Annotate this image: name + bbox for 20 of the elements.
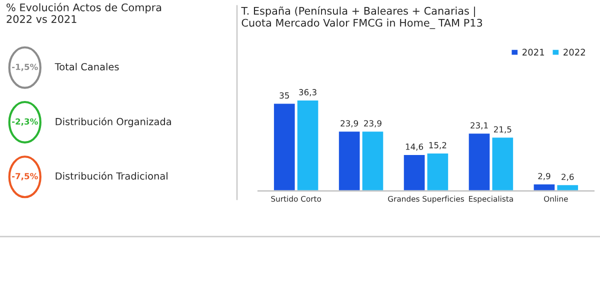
text: % Evolución Actos de Compra 2022 vs 2021	[6, 2, 162, 23]
data-label: 36,3	[299, 89, 316, 96]
data-label: 2,6	[562, 174, 574, 181]
data-label: 23,9	[364, 120, 382, 128]
data-label: 23,9	[340, 120, 358, 128]
data-label: 35	[280, 92, 289, 99]
chart-title: T. España (Península + Baleares + Canarias | Cuota Mercado Valor FMCG in Home_ TAM P13	[241, 6, 482, 30]
text: -1,5%	[12, 64, 38, 72]
data-label: 21,5	[494, 126, 512, 134]
text: -7,5%	[12, 172, 38, 180]
data-label: 15,2	[429, 142, 446, 150]
category-label: Total Canales	[54, 62, 119, 70]
legend-label: 2022	[564, 48, 585, 56]
data-label: 2,9	[538, 172, 550, 180]
category-label: Distribución Organizada	[56, 117, 171, 128]
data-label: 23,1	[470, 122, 488, 130]
data-label: 14,6	[406, 144, 424, 151]
text: -2,3%	[12, 118, 38, 126]
category-label: Distribución Tradicional	[56, 172, 168, 180]
legend-label: 2021	[522, 48, 544, 56]
